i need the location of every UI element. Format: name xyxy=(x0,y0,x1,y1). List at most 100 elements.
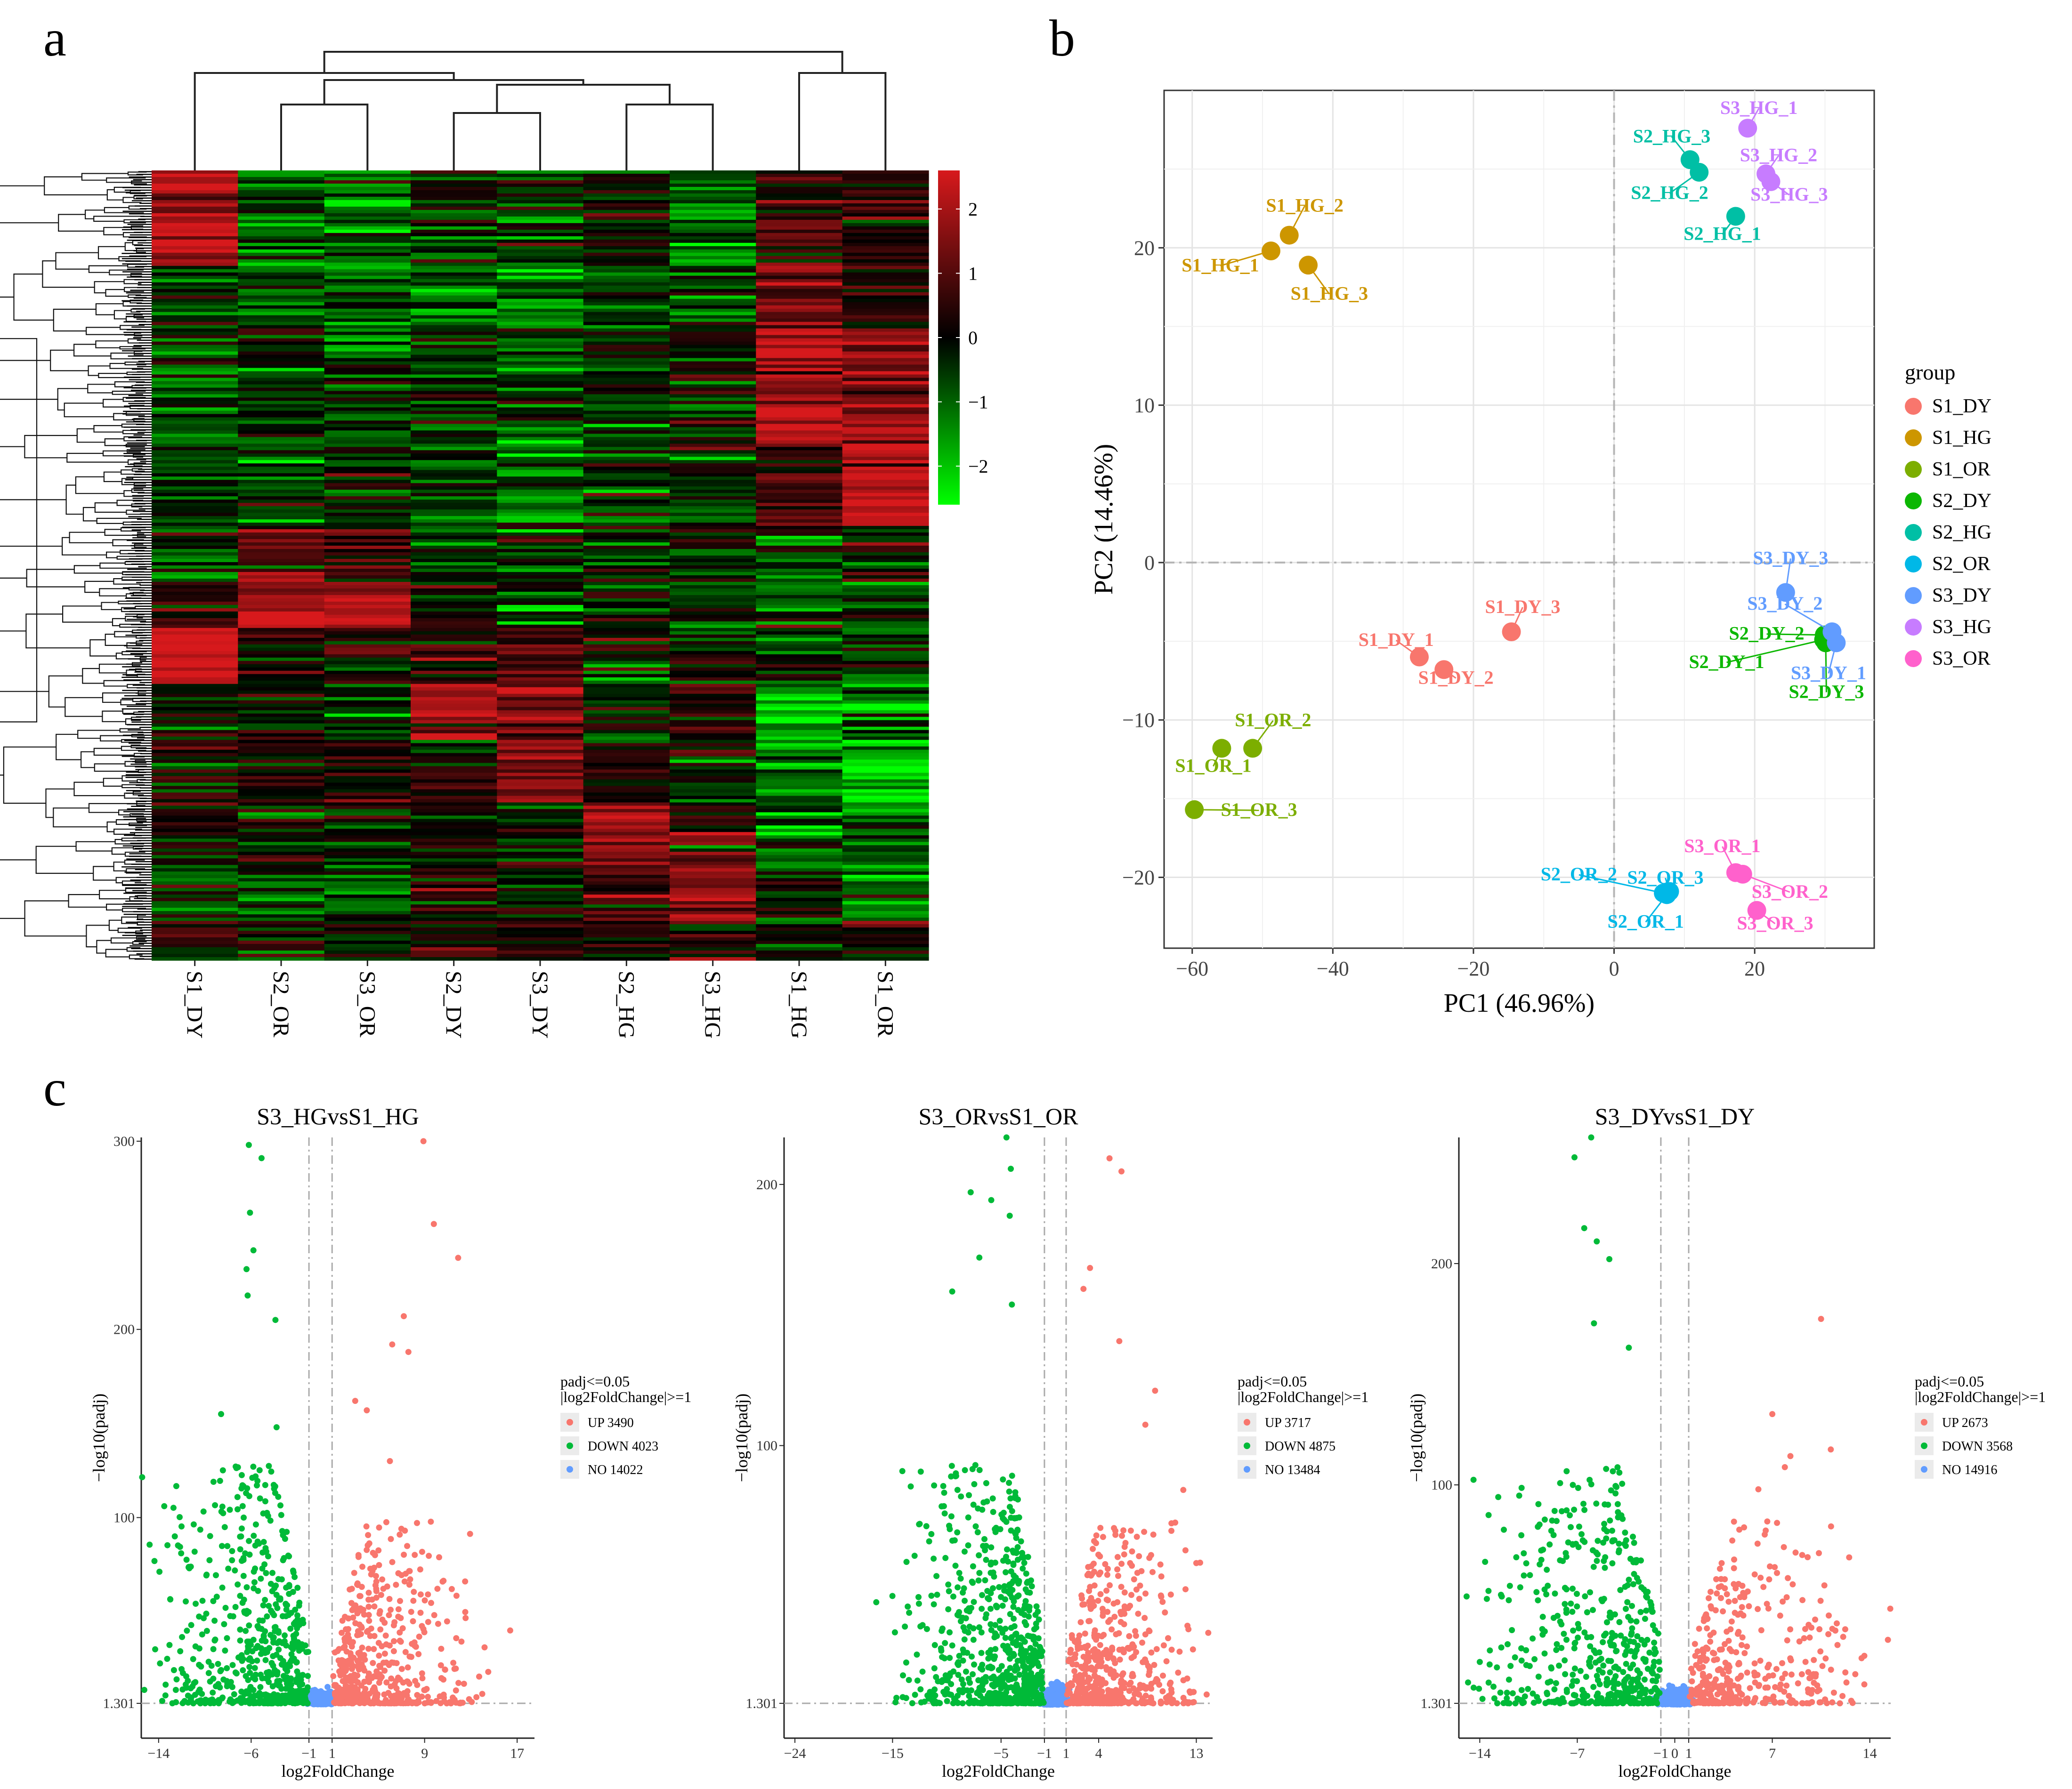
heatmap-cell xyxy=(583,500,670,503)
heatmap-cell xyxy=(411,236,497,240)
volcano-point xyxy=(299,1617,306,1623)
volcano-point xyxy=(225,1565,232,1572)
heatmap-cell xyxy=(324,378,411,382)
row-dendrogram-branch xyxy=(96,940,111,954)
heatmap-cell xyxy=(411,183,497,187)
heatmap-cell xyxy=(756,460,843,464)
heatmap-cell xyxy=(152,608,238,612)
volcano-point xyxy=(258,1626,265,1632)
heatmap-cell xyxy=(324,756,411,760)
heatmap-cell xyxy=(411,411,497,414)
heatmap-cell xyxy=(411,618,497,622)
heatmap-cell xyxy=(152,196,238,201)
volcano-point xyxy=(435,1620,441,1627)
volcano-point xyxy=(177,1544,183,1550)
heatmap-cell xyxy=(324,763,411,767)
heatmap-cell xyxy=(238,219,325,224)
heatmap-cell xyxy=(152,661,238,665)
heatmap-cell xyxy=(238,424,325,427)
heatmap-cell xyxy=(756,687,843,691)
heatmap-cell xyxy=(842,608,929,612)
heatmap-cell xyxy=(756,473,843,477)
heatmap-cell xyxy=(411,782,497,787)
volcano-point xyxy=(364,1407,370,1414)
heatmap-cell xyxy=(152,894,238,898)
heatmap-cell xyxy=(497,730,584,734)
volcano-point xyxy=(249,1475,256,1481)
volcano-legend-title: padj<=0.05 xyxy=(560,1373,630,1390)
volcano-point xyxy=(266,1463,272,1469)
row-dendrogram-branch xyxy=(98,663,132,674)
heatmap-cell xyxy=(152,690,238,694)
heatmap-cell xyxy=(497,239,584,243)
heatmap-cell xyxy=(497,275,584,280)
heatmap-cell xyxy=(583,661,670,665)
heatmap-cell xyxy=(324,693,411,698)
heatmap-cell xyxy=(756,183,843,187)
heatmap-cell xyxy=(842,473,929,477)
heatmap-cell xyxy=(152,802,238,806)
volcano-point xyxy=(364,1547,370,1553)
volcano-point xyxy=(294,1585,301,1591)
heatmap-cell xyxy=(238,598,325,602)
volcano-point xyxy=(264,1692,271,1699)
volcano-y-tick-label: 100 xyxy=(113,1510,135,1525)
heatmap-cell xyxy=(670,516,756,520)
heatmap-cell xyxy=(411,904,497,908)
pca-x-tick-label: −20 xyxy=(1457,957,1490,980)
volcano-point xyxy=(420,1626,427,1632)
heatmap-cell xyxy=(756,229,843,234)
heatmap-cell xyxy=(238,203,325,207)
heatmap-cell xyxy=(583,443,670,447)
row-dendrogram-branch xyxy=(95,303,123,315)
volcano-point xyxy=(434,1586,441,1592)
volcano-point xyxy=(268,1660,275,1666)
heatmap-cell xyxy=(411,417,497,421)
heatmap-cell xyxy=(583,680,670,685)
volcano-point xyxy=(322,1700,328,1706)
heatmap-cell xyxy=(842,536,929,540)
heatmap-cell xyxy=(238,568,325,572)
heatmap-cell xyxy=(324,381,411,385)
volcano-point xyxy=(270,1634,277,1641)
heatmap-cell xyxy=(152,256,238,260)
volcano-point xyxy=(156,1569,163,1575)
heatmap-cell xyxy=(583,776,670,780)
heatmap-cell xyxy=(756,806,843,809)
heatmap-cell xyxy=(152,568,238,572)
heatmap-cell xyxy=(152,914,238,918)
heatmap-cell xyxy=(324,759,411,764)
volcano-point xyxy=(971,1481,978,1487)
heatmap-cell xyxy=(152,832,238,836)
heatmap-cell xyxy=(497,453,584,457)
heatmap-cell xyxy=(497,621,584,625)
heatmap-cell xyxy=(411,628,497,632)
heatmap-cell xyxy=(324,305,411,309)
heatmap-cell xyxy=(411,601,497,605)
heatmap-cell xyxy=(152,275,238,280)
heatmap-cell xyxy=(842,542,929,546)
heatmap-cell xyxy=(324,845,411,849)
heatmap-cell xyxy=(324,348,411,352)
heatmap-cell xyxy=(152,756,238,760)
heatmap-cell xyxy=(756,193,843,197)
heatmap-cell xyxy=(756,440,843,444)
heatmap-cell xyxy=(842,726,929,731)
heatmap-cell xyxy=(842,450,929,454)
heatmap-cell xyxy=(583,934,670,938)
pca-legend-marker xyxy=(1905,492,1922,509)
heatmap-cell xyxy=(238,779,325,783)
volcano-point xyxy=(268,1699,275,1706)
heatmap-cell xyxy=(411,341,497,346)
volcano-point xyxy=(286,1686,292,1692)
heatmap-cell xyxy=(756,697,843,701)
heatmap-cell xyxy=(842,865,929,869)
heatmap-cell xyxy=(842,885,929,888)
heatmap-cell xyxy=(670,687,756,691)
heatmap-cell xyxy=(238,196,325,201)
heatmap-cell xyxy=(842,773,929,777)
heatmap-cell xyxy=(324,726,411,731)
heatmap-cell xyxy=(152,378,238,382)
heatmap-column-label: S2_DY xyxy=(441,971,466,1039)
volcano-point xyxy=(448,1586,455,1592)
